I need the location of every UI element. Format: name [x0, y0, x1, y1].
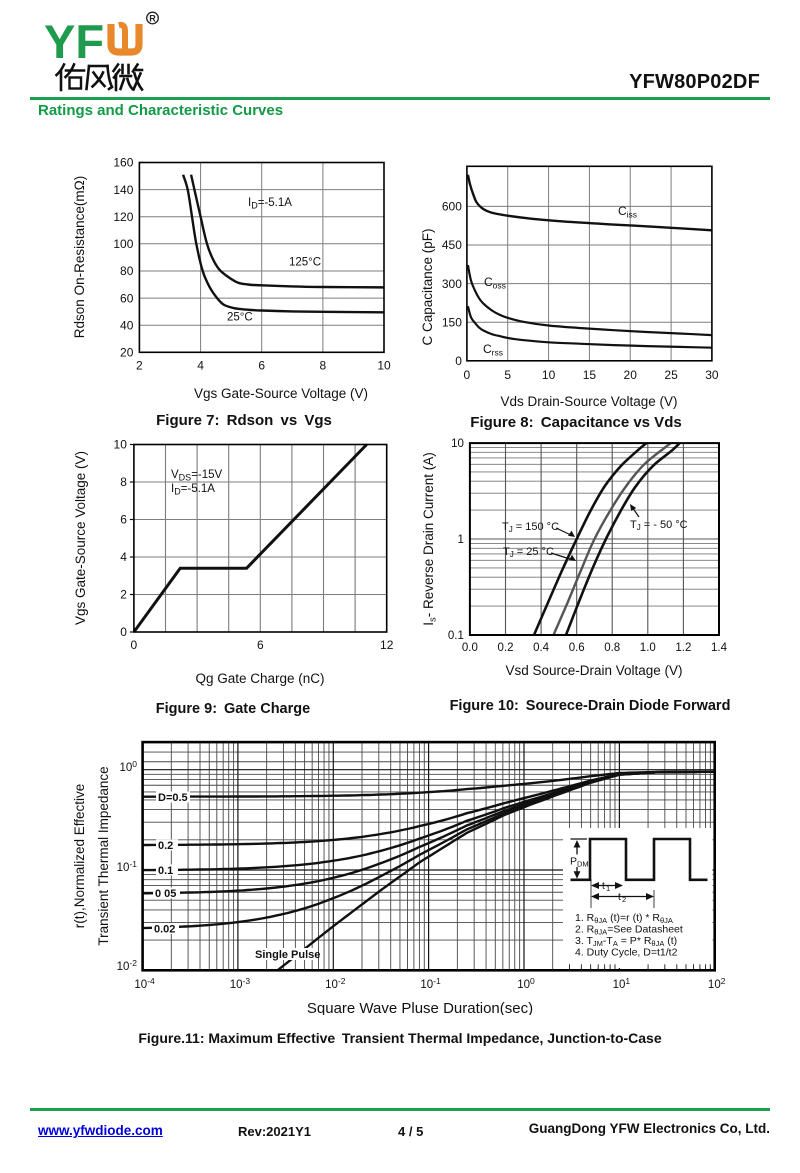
svg-text:15: 15: [583, 368, 597, 382]
svg-text:30: 30: [705, 368, 719, 382]
svg-text:Is- Reverse Drain Current (A): Is- Reverse Drain Current (A): [421, 452, 439, 626]
svg-text:40: 40: [120, 318, 134, 332]
svg-text:0.1: 0.1: [158, 865, 173, 877]
svg-text:600: 600: [442, 200, 462, 214]
svg-text:4: 4: [197, 358, 204, 372]
svg-text:ID=-5.1A: ID=-5.1A: [171, 483, 215, 497]
svg-text:100: 100: [517, 976, 535, 991]
svg-text:10-1: 10-1: [117, 859, 138, 874]
svg-text:4. Duty Cycle, D=t1/t2: 4. Duty Cycle, D=t1/t2: [575, 947, 678, 959]
svg-text:Coss: Coss: [484, 275, 506, 291]
svg-text:0 05: 0 05: [155, 888, 176, 900]
svg-text:20: 20: [120, 346, 134, 360]
svg-text:t: t: [602, 881, 605, 892]
svg-text:0.6: 0.6: [569, 642, 585, 654]
svg-text:R: R: [149, 14, 156, 24]
svg-text:150: 150: [442, 315, 462, 329]
svg-text:450: 450: [442, 238, 462, 252]
svg-text:8: 8: [320, 358, 327, 372]
svg-text:80: 80: [120, 264, 134, 278]
svg-text:6: 6: [120, 513, 127, 527]
svg-text:0.2: 0.2: [498, 642, 514, 654]
svg-text:2. RθJA=See Datasheet: 2. RθJA=See Datasheet: [575, 924, 683, 937]
svg-text:10: 10: [542, 368, 556, 382]
svg-text:Rdson On-Resistance(mΩ): Rdson On-Resistance(mΩ): [72, 176, 87, 338]
svg-text:60: 60: [120, 291, 134, 305]
svg-text:2: 2: [120, 588, 127, 602]
svg-text:Vsd Source-Drain Voltage (V): Vsd Source-Drain Voltage (V): [505, 663, 682, 678]
svg-text:VDS=-15V: VDS=-15V: [171, 469, 223, 483]
svg-text:TJ = 25 °C: TJ = 25 °C: [503, 546, 554, 559]
svg-text:1: 1: [457, 534, 463, 546]
svg-text:25°C: 25°C: [227, 312, 253, 324]
svg-text:10: 10: [377, 358, 391, 372]
svg-text:0.2: 0.2: [158, 840, 173, 852]
svg-text:10-2: 10-2: [117, 958, 138, 973]
svg-text:1.2: 1.2: [675, 642, 691, 654]
svg-text:0.1: 0.1: [448, 630, 464, 642]
svg-text:1.4: 1.4: [711, 642, 728, 654]
svg-text:10-3: 10-3: [230, 976, 251, 991]
svg-text:Qg Gate Charge (nC): Qg Gate Charge (nC): [195, 671, 324, 686]
svg-text:0: 0: [464, 368, 471, 382]
svg-text:6: 6: [258, 358, 265, 372]
svg-text:12: 12: [380, 638, 394, 652]
svg-text:2: 2: [622, 895, 626, 904]
svg-text:4: 4: [120, 550, 127, 564]
svg-text:1.0: 1.0: [640, 642, 656, 654]
svg-text:120: 120: [113, 210, 133, 224]
svg-text:Square Wave Pluse Duration(sec: Square Wave Pluse Duration(sec): [307, 1000, 533, 1015]
svg-text:C Capacitance (pF): C Capacitance (pF): [420, 228, 435, 345]
svg-text:125°C: 125°C: [289, 257, 321, 269]
svg-text:300: 300: [442, 277, 462, 291]
svg-text:1. RθJA (t)=r (t) * RθJA: 1. RθJA (t)=r (t) * RθJA: [575, 912, 673, 925]
svg-text:Vgs Gate-Source Voltage (V): Vgs Gate-Source Voltage (V): [194, 386, 368, 401]
svg-text:0: 0: [455, 354, 462, 368]
svg-text:Vds Drain-Source Voltage (V): Vds Drain-Source Voltage (V): [500, 394, 677, 409]
svg-text:0.02: 0.02: [154, 924, 175, 936]
svg-text:1: 1: [606, 884, 610, 893]
svg-text:2: 2: [136, 358, 143, 372]
svg-text:D=0.5: D=0.5: [158, 792, 188, 804]
svg-text:100: 100: [119, 759, 137, 774]
svg-text:100: 100: [113, 237, 133, 251]
svg-text:6: 6: [257, 638, 264, 652]
svg-text:r(t),Normalized Effective: r(t),Normalized Effective: [72, 784, 87, 929]
svg-text:0.4: 0.4: [533, 642, 550, 654]
svg-text:10-2: 10-2: [325, 976, 346, 991]
svg-text:TJ = 150 °C: TJ = 150 °C: [502, 521, 559, 534]
svg-text:20: 20: [624, 368, 638, 382]
svg-text:TJ = - 50 °C: TJ = - 50 °C: [630, 519, 688, 532]
svg-text:YF: YF: [44, 15, 104, 68]
svg-text:102: 102: [708, 976, 726, 991]
svg-text:0: 0: [120, 625, 127, 639]
svg-text:0.0: 0.0: [462, 642, 478, 654]
svg-text:Vgs Gate-Source Voltage (V): Vgs Gate-Source Voltage (V): [73, 451, 88, 625]
svg-text:10: 10: [114, 438, 128, 452]
svg-text:PDM: PDM: [570, 856, 589, 869]
svg-text:5: 5: [504, 368, 511, 382]
svg-text:10-1: 10-1: [420, 976, 441, 991]
svg-text:3. TJM-TA = P* RθJA (t): 3. TJM-TA = P* RθJA (t): [575, 935, 677, 948]
svg-text:Single Pulse: Single Pulse: [255, 949, 320, 961]
svg-text:t: t: [618, 892, 621, 903]
svg-text:140: 140: [113, 183, 133, 197]
svg-text:10: 10: [451, 438, 464, 450]
svg-text:0.8: 0.8: [604, 642, 620, 654]
svg-text:10-4: 10-4: [134, 976, 155, 991]
svg-text:25: 25: [664, 368, 678, 382]
svg-text:Crss: Crss: [483, 342, 503, 358]
svg-text:ID=-5.1A: ID=-5.1A: [248, 197, 292, 211]
svg-text:8: 8: [120, 475, 127, 489]
svg-text:0: 0: [131, 638, 138, 652]
svg-text:160: 160: [113, 156, 133, 170]
svg-text:101: 101: [613, 976, 631, 991]
svg-text:Transient Thermal Impedance: Transient Thermal Impedance: [96, 766, 111, 945]
